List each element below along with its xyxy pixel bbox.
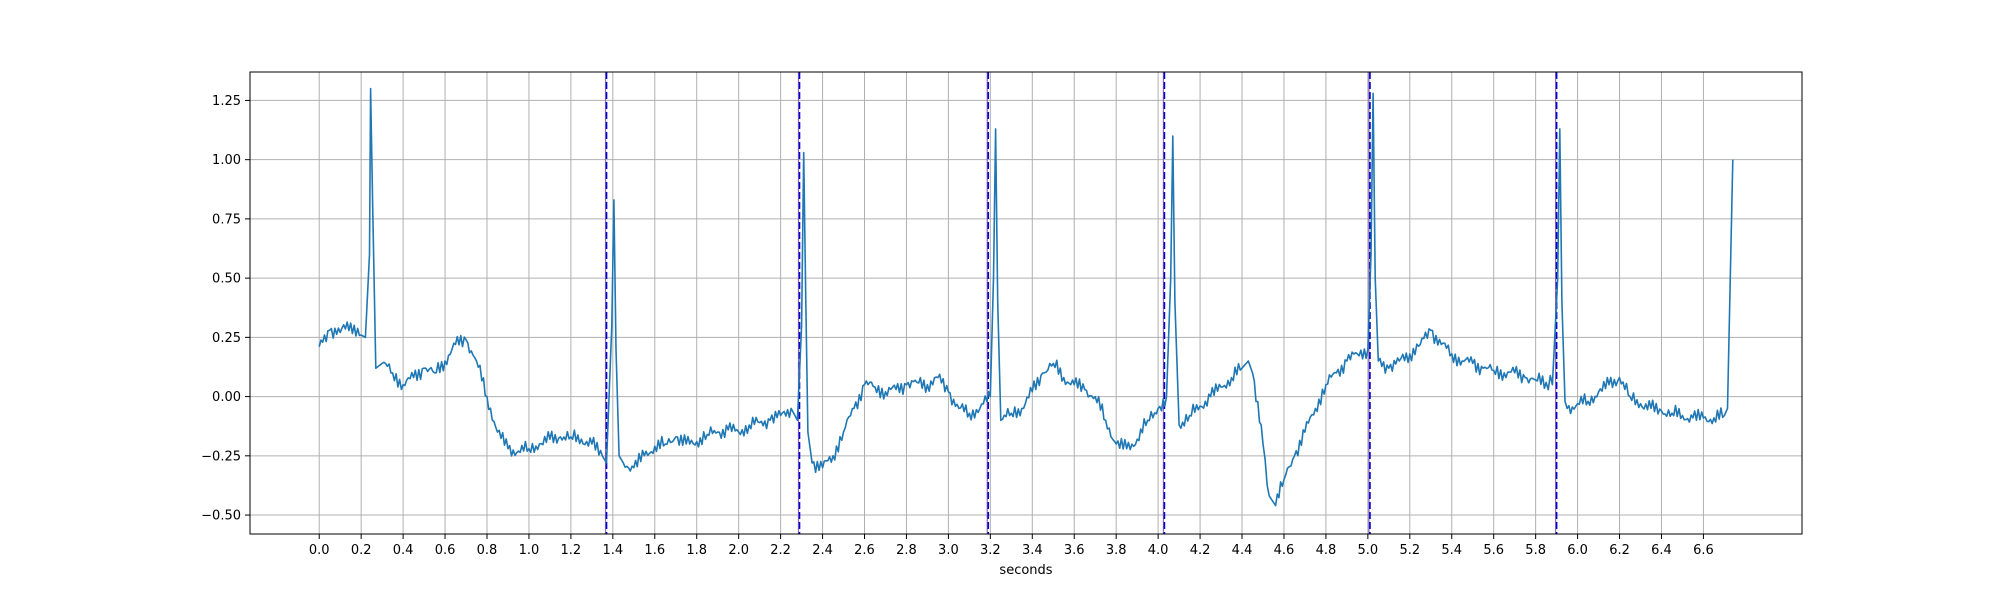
x-tick-label: 2.4 (812, 543, 833, 558)
x-tick-label: 1.0 (519, 543, 540, 558)
y-tick-label: −0.50 (201, 509, 241, 524)
x-tick-label: 3.4 (1022, 543, 1043, 558)
x-tick-label: 5.0 (1358, 543, 1379, 558)
plot-frame (249, 71, 1803, 535)
grid (250, 72, 1802, 534)
y-tick-label: 1.25 (212, 94, 241, 109)
x-tick-label: 1.6 (644, 543, 665, 558)
x-tick-label: 2.8 (896, 543, 917, 558)
x-tick-label: 2.0 (728, 543, 749, 558)
y-tick-label: 0.50 (212, 272, 241, 287)
x-tick-label: 0.6 (435, 543, 456, 558)
x-tick-label: 5.4 (1441, 543, 1462, 558)
y-tick-label: 0.25 (212, 331, 241, 346)
x-tick-label: 2.2 (770, 543, 791, 558)
x-tick-label: 5.6 (1483, 543, 1504, 558)
y-tick-label: 0.00 (212, 390, 241, 405)
x-tick-label: 0.2 (351, 543, 372, 558)
x-tick-label: 0.4 (393, 543, 414, 558)
x-tick-label: 3.8 (1106, 543, 1127, 558)
x-tick-label: 1.2 (561, 543, 582, 558)
x-tick-label: 5.2 (1399, 543, 1420, 558)
x-tick-label: 5.8 (1525, 543, 1546, 558)
y-axis-ticks: −0.50 −0.25 0.00 0.25 0.50 0.75 1.00 1.25 (201, 94, 250, 524)
x-axis-label: seconds (999, 563, 1052, 578)
x-tick-label: 3.6 (1064, 543, 1085, 558)
x-tick-label: 6.4 (1651, 543, 1672, 558)
y-tick-label: 0.75 (212, 212, 241, 227)
x-tick-label: 1.8 (686, 543, 707, 558)
x-tick-label: 4.4 (1232, 543, 1253, 558)
series-line (318, 87, 1734, 507)
x-tick-label: 2.6 (854, 543, 875, 558)
x-tick-label: 4.6 (1274, 543, 1295, 558)
y-tick-label: 1.00 (212, 153, 241, 168)
x-tick-label: 6.2 (1609, 543, 1630, 558)
x-tick-label: 6.6 (1693, 543, 1714, 558)
x-tick-label: 1.4 (602, 543, 623, 558)
x-tick-label: 4.0 (1148, 543, 1169, 558)
x-tick-label: 0.0 (309, 543, 330, 558)
x-tick-label: 3.0 (938, 543, 959, 558)
signal-series (318, 87, 1734, 507)
y-tick-label: −0.25 (201, 449, 241, 464)
x-tick-label: 3.2 (980, 543, 1001, 558)
x-axis-ticks: 0.0 0.2 0.4 0.6 0.8 1.0 1.2 1.4 1.6 1.8 2.0 2.2 2.4 2… (309, 534, 1714, 558)
x-tick-label: 6.0 (1567, 543, 1588, 558)
x-tick-label: 4.2 (1190, 543, 1211, 558)
x-tick-label: 4.8 (1316, 543, 1337, 558)
x-tick-label: 0.8 (477, 543, 498, 558)
